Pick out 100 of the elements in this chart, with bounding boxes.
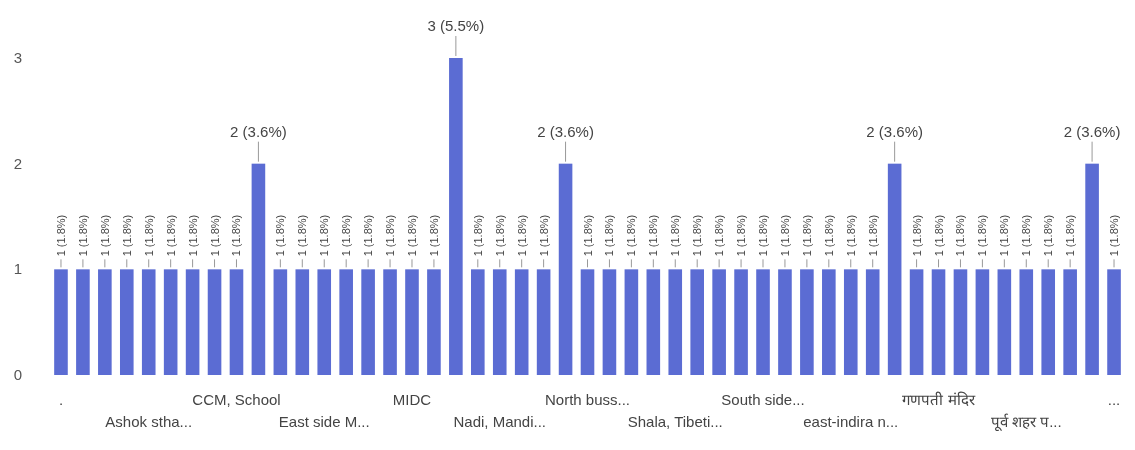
bar <box>471 269 485 375</box>
bar <box>383 269 397 375</box>
bar <box>580 269 595 375</box>
bar <box>953 269 968 375</box>
bar <box>207 269 222 375</box>
data-label: 2 (3.6%) <box>866 122 923 140</box>
data-label: 1 (1.8%) <box>340 214 353 257</box>
data-label: 1 (1.8%) <box>142 214 155 257</box>
x-tick-label: East side M... <box>278 413 370 430</box>
data-label: 1 (1.8%) <box>230 214 243 257</box>
data-label: 1 (1.8%) <box>735 214 748 257</box>
x-tick-label: गणपती मंदिर <box>902 391 976 408</box>
x-tick-label: पूर्व शहर प... <box>990 413 1062 432</box>
data-label: 1 (1.8%) <box>318 214 331 257</box>
data-label: 1 (1.8%) <box>669 214 682 257</box>
bar <box>756 269 770 375</box>
x-tick-label: . <box>58 391 64 408</box>
y-tick-label: 2 <box>13 154 23 172</box>
x-tick-label: South side... <box>721 391 805 408</box>
x-tick-label: Ashok stha... <box>105 413 193 430</box>
data-label: 1 (1.8%) <box>954 214 967 257</box>
x-tick-label: east-indira n... <box>803 413 899 430</box>
data-label: 1 (1.8%) <box>625 214 638 257</box>
x-tick-label: Nadi, Mandi... <box>453 413 547 430</box>
data-label: 1 (1.8%) <box>427 214 440 257</box>
data-label: 1 (1.8%) <box>493 214 506 257</box>
data-label: 1 (1.8%) <box>713 214 726 257</box>
bar <box>887 163 902 375</box>
data-label: 1 (1.8%) <box>208 214 221 257</box>
data-label: 1 (1.8%) <box>603 214 616 257</box>
bar <box>931 269 946 375</box>
data-label: 1 (1.8%) <box>515 214 528 257</box>
data-label: 1 (1.8%) <box>471 214 484 257</box>
bar <box>163 269 178 375</box>
y-tick-label: 0 <box>13 366 23 383</box>
bar <box>1019 269 1034 375</box>
bar <box>1085 163 1099 375</box>
bar <box>251 163 266 375</box>
data-label: 1 (1.8%) <box>186 214 199 257</box>
data-label: 1 (1.8%) <box>1064 214 1077 257</box>
bar <box>229 269 244 375</box>
bar <box>909 269 924 375</box>
bar <box>317 269 332 375</box>
bar <box>734 269 748 375</box>
data-label: 1 (1.8%) <box>800 214 813 257</box>
bar <box>1107 269 1121 375</box>
bar <box>405 269 419 375</box>
data-label: 1 (1.8%) <box>120 214 133 257</box>
bar <box>602 269 617 375</box>
data-label: 1 (1.8%) <box>1042 214 1055 257</box>
bar <box>339 269 353 375</box>
x-tick-label: MIDC <box>392 391 432 408</box>
bar <box>185 269 200 375</box>
data-label: 1 (1.8%) <box>405 214 418 257</box>
bar <box>865 269 880 375</box>
data-label: 2 (3.6%) <box>230 122 287 140</box>
bar <box>843 269 858 375</box>
bar <box>449 58 463 375</box>
data-label: 1 (1.8%) <box>384 214 397 257</box>
bar <box>427 269 441 375</box>
data-label: 1 (1.8%) <box>844 214 857 257</box>
bar <box>712 269 726 375</box>
data-label: 2 (3.6%) <box>1063 122 1121 140</box>
data-label: 1 (1.8%) <box>866 214 879 257</box>
data-label: 1 (1.8%) <box>76 214 89 257</box>
bar <box>778 269 792 375</box>
data-label: 1 (1.8%) <box>778 214 791 257</box>
bar <box>822 269 836 375</box>
data-label: 1 (1.8%) <box>537 214 550 257</box>
bar <box>1063 269 1077 375</box>
data-label: 1 (1.8%) <box>1108 214 1121 257</box>
bar <box>668 269 683 375</box>
bar <box>54 269 68 375</box>
data-label: 1 (1.8%) <box>54 214 67 257</box>
bar <box>76 269 90 375</box>
data-label: 1 (1.8%) <box>362 214 375 257</box>
bar <box>119 269 134 375</box>
data-label: 1 (1.8%) <box>757 214 770 257</box>
bar <box>141 269 156 375</box>
x-tick-label: North buss... <box>544 391 631 408</box>
bar <box>514 269 529 375</box>
y-tick-label: 1 <box>13 260 23 278</box>
y-tick-label: 3 <box>13 49 23 66</box>
data-label: 1 (1.8%) <box>691 214 704 257</box>
bar <box>536 269 551 375</box>
x-tick-label: CCM, School <box>192 391 281 408</box>
data-label: 1 (1.8%) <box>647 214 660 257</box>
data-label: 1 (1.8%) <box>581 214 594 257</box>
data-label: 2 (3.6%) <box>537 122 594 140</box>
bar <box>361 269 375 375</box>
bar <box>646 269 661 375</box>
bar <box>975 269 990 375</box>
data-label: 1 (1.8%) <box>296 214 309 257</box>
bar <box>273 269 288 375</box>
bar <box>98 269 112 375</box>
bar <box>800 269 814 375</box>
data-label: 1 (1.8%) <box>998 214 1011 257</box>
data-label: 1 (1.8%) <box>910 214 923 257</box>
x-tick-label: Shala, Tibeti... <box>627 413 723 430</box>
bar <box>997 269 1012 375</box>
